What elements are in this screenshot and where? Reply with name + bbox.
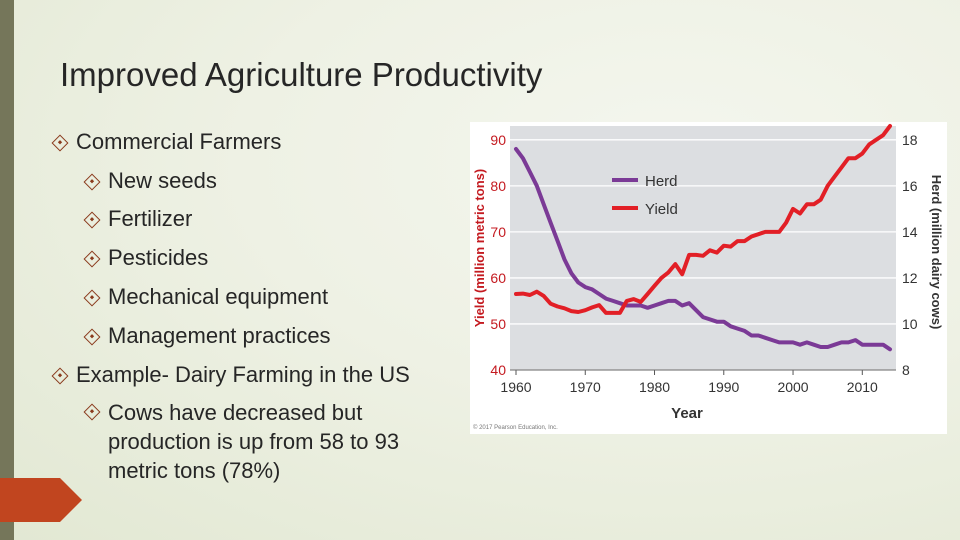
bullet-cows-decreased: Cows have decreased but production is up… (83, 398, 438, 485)
bullet-pesticides: Pesticides (83, 245, 208, 271)
bullet-mechanical-equipment: Mechanical equipment (83, 284, 328, 310)
copyright-text: © 2017 Pearson Education, Inc. (473, 424, 558, 431)
bullet-management-practices: Management practices (83, 323, 331, 349)
chart-svg: 40 50 60 70 80 90 8 10 12 14 16 18 1960 1970 1980 199… (472, 124, 944, 431)
diamond-bullet-icon (83, 173, 101, 191)
bullet-example-dairy: Example- Dairy Farming in the US (51, 362, 410, 388)
y2-tick-label: 12 (902, 270, 918, 286)
y-tick-label: 40 (490, 362, 506, 378)
legend-yield-label: Yield (645, 201, 678, 218)
diamond-bullet-icon (83, 289, 101, 307)
y2-tick-label: 18 (902, 132, 918, 148)
x-tick-label: 1990 (708, 379, 739, 395)
x-tick-label: 2000 (777, 379, 808, 395)
y-tick-label: 80 (490, 178, 506, 194)
x-tick-label: 1980 (639, 379, 670, 395)
y2-tick-label: 10 (902, 316, 918, 332)
diamond-bullet-icon (51, 134, 69, 152)
bullet-commercial-farmers: Commercial Farmers (51, 129, 281, 155)
series-yield-line (514, 124, 892, 315)
y-tick-label: 50 (490, 316, 506, 332)
accent-arrow-tab (0, 478, 82, 522)
legend-herd-label: Herd (645, 173, 678, 190)
left-accent-bar (0, 0, 14, 540)
y-tick-label: 60 (490, 270, 506, 286)
diamond-bullet-icon (83, 211, 101, 229)
y2-tick-label: 14 (902, 224, 918, 240)
y2-tick-label: 16 (902, 178, 918, 194)
y-axis-label: Yield (million metric tons) (472, 169, 487, 327)
y2-axis-label: Herd (million dairy cows) (929, 175, 944, 330)
x-tick-label: 2010 (847, 379, 878, 395)
slide-title: Improved Agriculture Productivity (60, 56, 543, 93)
diamond-bullet-icon (51, 367, 69, 385)
diamond-bullet-icon (83, 250, 101, 268)
dairy-chart: 40 50 60 70 80 90 8 10 12 14 16 18 1960 1970 1980 199… (470, 122, 947, 434)
x-tick-label: 1960 (500, 379, 531, 395)
bullet-fertilizer: Fertilizer (83, 206, 192, 232)
y-tick-label: 90 (490, 132, 506, 148)
diamond-bullet-icon (83, 328, 101, 346)
bullet-new-seeds: New seeds (83, 168, 217, 194)
y2-tick-label: 8 (902, 362, 910, 378)
y-tick-label: 70 (490, 224, 506, 240)
plot-background (510, 126, 896, 370)
x-axis-label: Year (671, 405, 703, 422)
diamond-bullet-icon (83, 403, 101, 421)
x-tick-label: 1970 (570, 379, 601, 395)
series-herd-line (514, 147, 892, 352)
